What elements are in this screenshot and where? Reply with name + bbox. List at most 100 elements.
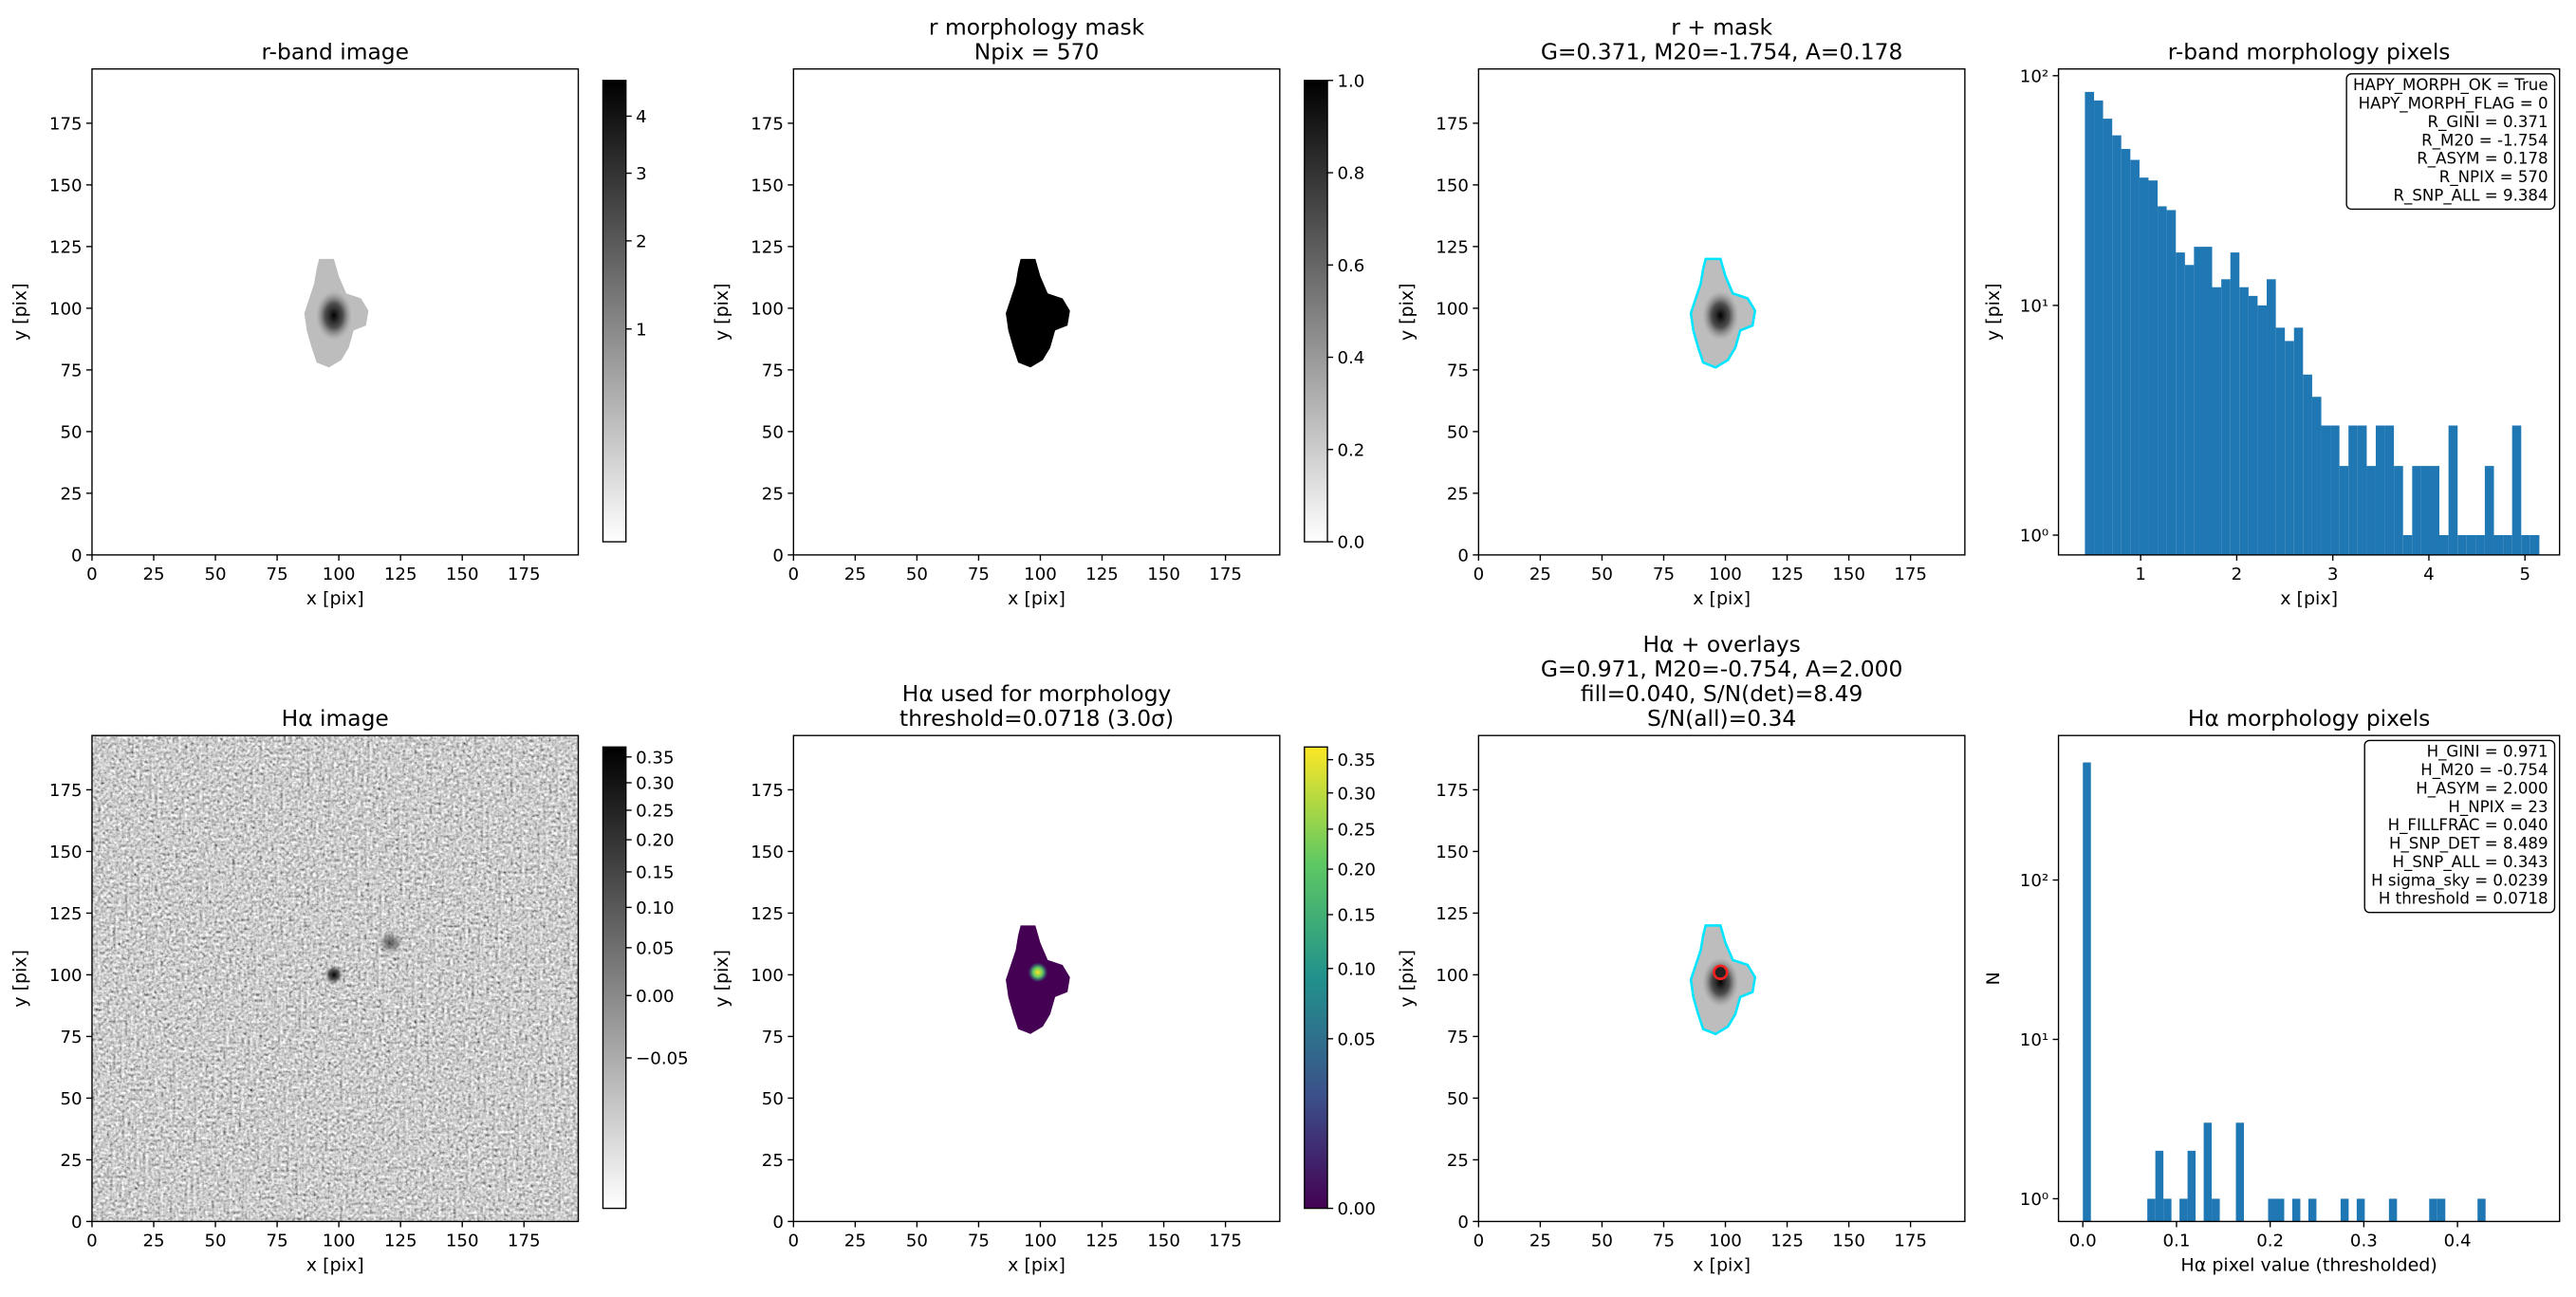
- y-tick-label: 125: [1436, 904, 1469, 924]
- bar: [2430, 466, 2439, 555]
- y-tick-label: 50: [60, 1089, 82, 1109]
- bar: [2321, 425, 2331, 555]
- y-axis-label: y [pix]: [712, 950, 732, 1008]
- y-tick-label: 0: [1457, 546, 1469, 565]
- colorbar-tick-label: 0.0: [1337, 533, 1364, 553]
- plot-area: [1006, 258, 1070, 368]
- x-tick-label: 150: [1147, 565, 1180, 584]
- x-tick-label: 1: [2135, 565, 2146, 584]
- galaxy-core: [1702, 290, 1739, 341]
- y-tick-label: 150: [1436, 843, 1469, 862]
- y-tick-label: 150: [751, 843, 784, 862]
- y-tick-label: 0: [71, 1213, 83, 1232]
- y-axis-label: y [pix]: [712, 283, 732, 341]
- x-tick-label: 50: [906, 565, 928, 584]
- y-tick-label: 100: [1436, 299, 1469, 319]
- annotation-box: [2345, 73, 2556, 211]
- bar: [2356, 1198, 2365, 1222]
- y-tick-label: 150: [751, 176, 784, 195]
- bar: [2285, 341, 2294, 555]
- bar: [2493, 535, 2504, 555]
- bar: [2530, 535, 2540, 555]
- colorbar-tick-label: 0.2: [1337, 440, 1364, 460]
- x-tick-label: 0.3: [2350, 1231, 2378, 1251]
- axes-frame: [91, 67, 580, 556]
- x-tick-label: 150: [1147, 1231, 1180, 1251]
- y-tick-label: 10⁰: [2020, 527, 2048, 547]
- y-tick-label: 175: [49, 781, 83, 801]
- y-tick-label: 175: [49, 114, 83, 134]
- x-axis-label: Hα pixel value (thresholded): [2180, 1254, 2437, 1275]
- colorbar-tick-label: 0.20: [1337, 861, 1375, 880]
- bar: [2438, 535, 2449, 555]
- y-tick-label: 0: [772, 1213, 784, 1232]
- panel-title: r + mask: [1671, 13, 1772, 40]
- axes-frame: [2057, 734, 2561, 1223]
- x-tick-label: 75: [1653, 565, 1675, 584]
- mask-region: [1006, 258, 1070, 368]
- y-tick-label: 100: [751, 966, 784, 986]
- x-tick-label: 125: [1770, 1231, 1804, 1251]
- axes-frame: [2057, 67, 2561, 556]
- y-tick-label: 25: [762, 1151, 784, 1171]
- x-tick-label: 75: [968, 565, 990, 584]
- bar: [2339, 466, 2349, 555]
- plot-area: [1006, 925, 1070, 1034]
- y-tick-label: 125: [751, 904, 784, 924]
- annotation-line: HAPY_MORPH_FLAG = 0: [2359, 95, 2548, 114]
- x-axis-label: x [pix]: [306, 588, 364, 609]
- panel-title: S/N(all)=0.34: [1647, 705, 1796, 732]
- y-tick-label: 125: [1436, 237, 1469, 257]
- axes-frame: [91, 734, 580, 1223]
- y-tick-label: 50: [762, 1089, 784, 1109]
- annotation-line: R_M20 = -1.754: [2421, 131, 2548, 150]
- y-axis-label: y [pix]: [10, 950, 31, 1008]
- x-tick-label: 50: [1591, 565, 1613, 584]
- colorbar-tick-label: 3: [636, 164, 647, 184]
- y-tick-label: 100: [751, 299, 784, 319]
- y-tick-label: 10¹: [2020, 1030, 2048, 1050]
- y-tick-label: 75: [60, 1028, 82, 1047]
- bar: [2147, 1198, 2156, 1222]
- axes-frame: [792, 67, 1281, 556]
- y-tick-label: 150: [49, 843, 83, 862]
- halpha-peak: [1028, 962, 1048, 983]
- colorbar-tick-label: −0.05: [636, 1049, 689, 1069]
- colorbar-tick-label: 1: [636, 320, 647, 340]
- x-tick-label: 75: [968, 1231, 990, 1251]
- colorbar-tick-label: 0.30: [1337, 784, 1375, 804]
- x-tick-label: 25: [142, 1231, 164, 1251]
- bar: [2158, 206, 2167, 555]
- colorbar-tick-label: 2: [636, 232, 647, 251]
- galaxy-core: [1702, 957, 1739, 1008]
- bar: [2291, 1198, 2301, 1222]
- x-tick-label: 0: [1473, 1231, 1485, 1251]
- panel-title: Npix = 570: [974, 38, 1100, 65]
- x-tick-label: 125: [1770, 565, 1804, 584]
- x-tick-label: 100: [323, 1231, 356, 1251]
- bar: [2130, 159, 2140, 555]
- bar: [2194, 247, 2203, 555]
- annotation-line: H_ASYM = 2.000: [2416, 779, 2548, 798]
- y-tick-label: 25: [60, 1151, 82, 1171]
- colorbar: [1304, 746, 1328, 1210]
- source-core: [324, 965, 344, 985]
- x-axis-label: x [pix]: [2280, 588, 2338, 609]
- bar: [2340, 1198, 2349, 1222]
- bar: [2121, 148, 2131, 555]
- bar: [2239, 287, 2249, 555]
- y-tick-label: 100: [1436, 966, 1469, 986]
- x-tick-label: 150: [446, 1231, 479, 1251]
- bar: [2293, 327, 2304, 555]
- x-tick-label: 0.0: [2069, 1231, 2097, 1251]
- bar: [2384, 425, 2395, 555]
- bar: [2375, 425, 2385, 555]
- x-tick-label: 0: [788, 1231, 800, 1251]
- y-tick-label: 175: [1436, 114, 1469, 134]
- bar: [2187, 1150, 2196, 1222]
- bar: [2457, 535, 2467, 555]
